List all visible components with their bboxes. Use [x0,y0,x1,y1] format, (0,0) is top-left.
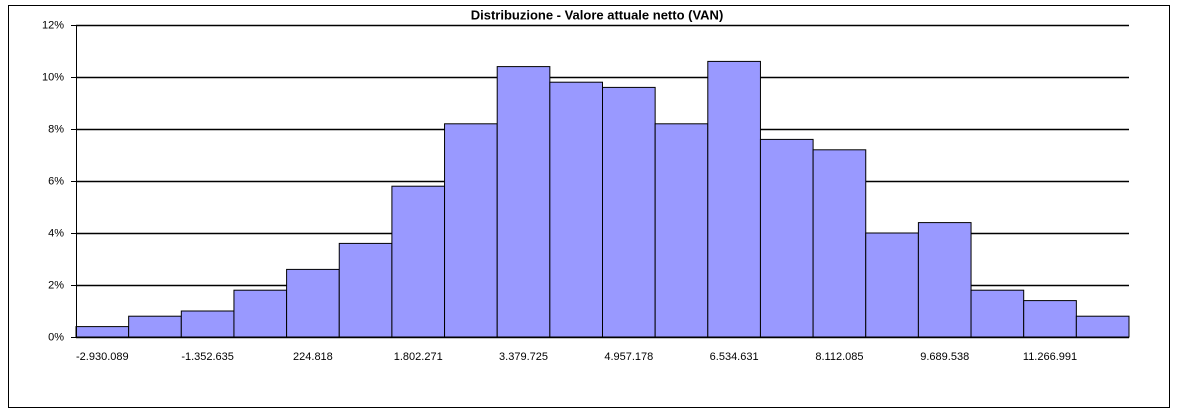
bar [549,81,603,338]
y-tick-label: 4% [48,227,64,239]
x-tick-label: 8.112.085 [815,351,863,363]
bar [180,310,235,338]
bar [812,149,867,338]
x-tick-label: 1.802.271 [394,351,443,363]
y-tick-label: 10% [42,71,64,83]
x-tick-label: -2.930.089 [76,351,129,363]
y-tick-label: 0% [48,331,64,343]
x-tick-label: 9.689.538 [920,351,969,363]
y-tick-label: 12% [42,19,64,31]
bar [286,268,340,338]
x-tick-label: 224.818 [293,351,333,363]
bar [917,222,972,338]
x-tick-label: -1.352.635 [181,351,234,363]
bar [338,242,393,338]
bar [75,326,130,338]
y-tick-label: 8% [48,123,64,135]
bar [444,123,498,338]
y-tick-label: 6% [48,175,64,187]
bar [865,232,919,338]
x-tick-label: 3.379.725 [499,351,548,363]
bar [759,138,814,338]
bar [970,289,1025,338]
bar [128,315,182,338]
bar [496,66,551,338]
bar [391,185,446,338]
bar [654,123,709,338]
bar [1023,300,1077,338]
x-tick-label: 11.266.991 [1023,351,1077,363]
bar [707,60,761,338]
chart-title: Distribuzione - Valore attuale netto (VA… [471,7,724,22]
x-tick-label: 6.534.631 [710,351,759,363]
bar [233,289,288,338]
y-tick-label: 2% [48,279,64,291]
bar [1075,315,1130,338]
x-tick-label: 4.957.178 [604,351,653,363]
bar [602,86,656,338]
